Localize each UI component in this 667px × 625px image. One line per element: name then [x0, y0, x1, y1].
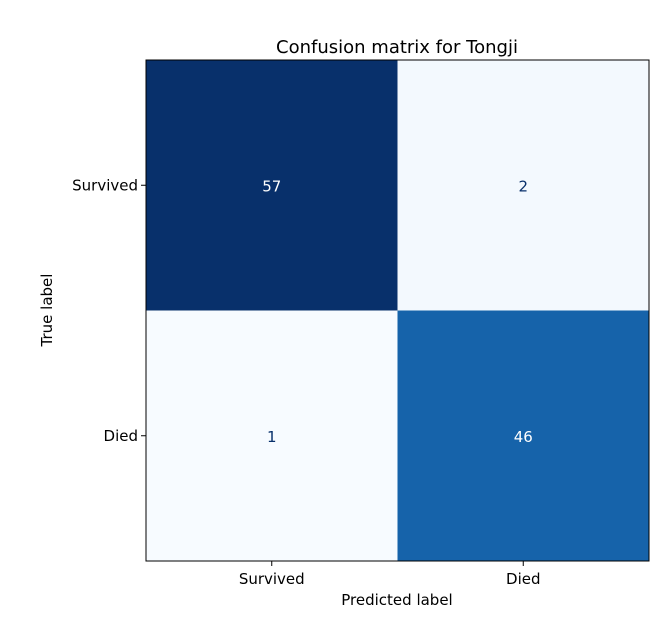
cell-value-1-1: 46: [514, 428, 533, 446]
cell-value-0-0: 57: [262, 177, 281, 195]
x-axis-label: Predicted label: [341, 591, 452, 609]
heatmap-cell-labels: 57 2 1 46: [262, 177, 533, 446]
heatmap-cell-1-1: [397, 310, 650, 562]
heatmap-cell-0-1: [397, 60, 650, 311]
heatmap-cell-1-0: [146, 310, 398, 562]
chart-title: Confusion matrix for Tongji: [276, 37, 518, 58]
x-tick-label-1: Died: [506, 570, 540, 588]
y-axis-ticks: Survived Died: [72, 176, 146, 445]
cell-value-1-0: 1: [267, 428, 277, 446]
y-tick-label-1: Died: [104, 427, 138, 445]
heatmap-cells: [146, 60, 650, 562]
x-tick-label-0: Survived: [239, 570, 305, 588]
cell-value-0-1: 2: [518, 177, 528, 195]
y-axis-label: True label: [38, 274, 56, 348]
plot-frame: [145, 59, 650, 562]
heatmap-cell-0-0: [146, 60, 398, 311]
y-tick-label-0: Survived: [72, 176, 138, 194]
x-axis-ticks: Survived Died: [239, 561, 540, 588]
